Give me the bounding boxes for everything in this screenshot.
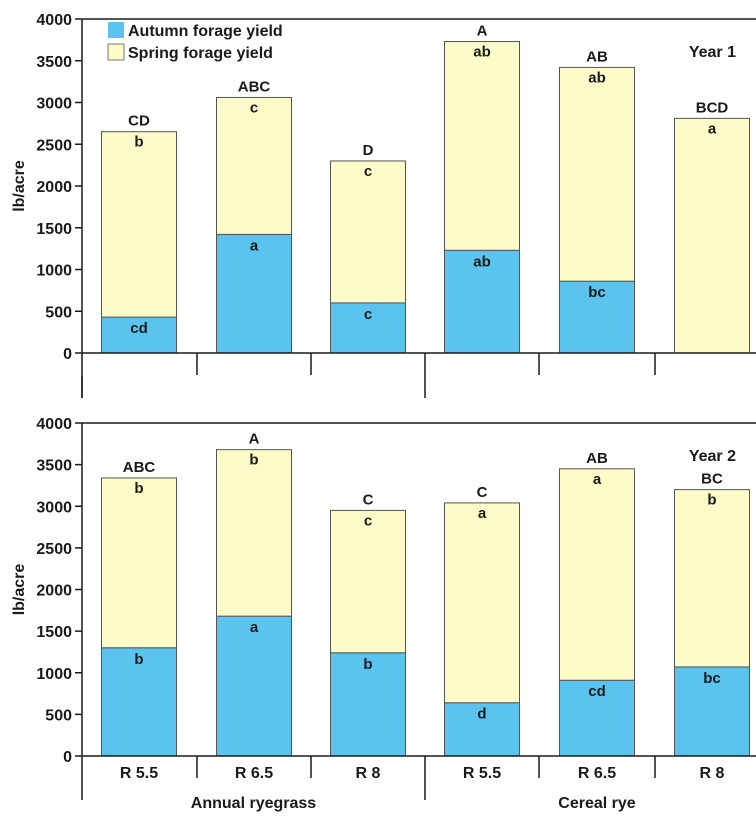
spring-significance-label: a (593, 471, 602, 488)
y-tick-label: 500 (45, 707, 72, 724)
bar-autumn (444, 249, 520, 354)
spring-significance-label: c (364, 163, 372, 180)
total-significance-label: BC (701, 471, 723, 488)
bar-autumn (101, 647, 177, 757)
total-significance-label: A (477, 23, 488, 40)
total-significance-label: ABC (238, 78, 271, 95)
bar-autumn (559, 280, 635, 354)
total-significance-label: D (363, 142, 374, 159)
y-tick-label: 500 (45, 304, 72, 321)
spring-significance-label: c (250, 99, 258, 116)
spring-significance-label: b (249, 452, 258, 469)
total-significance-label: C (477, 484, 488, 501)
spring-significance-label: ab (473, 44, 491, 61)
panel-title: Year 2 (689, 448, 736, 465)
total-significance-label: AB (586, 48, 608, 65)
x-tick-label: R 6.5 (578, 765, 616, 782)
y-tick-label: 3500 (36, 458, 72, 475)
y-tick-label: 0 (63, 749, 72, 766)
bar-spring (444, 502, 520, 704)
autumn-significance-label: a (250, 237, 259, 254)
group-label: Cereal rye (558, 795, 635, 812)
autumn-significance-label: bc (588, 284, 606, 301)
bar-spring (559, 468, 635, 681)
legend-swatch (108, 22, 124, 38)
bar-spring (330, 509, 406, 654)
y-tick-label: 3500 (36, 54, 72, 71)
legend-entry: Spring forage yield (128, 45, 273, 62)
y-tick-label: 2000 (36, 583, 72, 600)
total-significance-label: AB (586, 450, 608, 467)
y-tick-label: 2500 (36, 137, 72, 154)
y-tick-label: 4000 (36, 12, 72, 29)
group-label: Annual ryegrass (191, 795, 316, 812)
bar-spring (674, 489, 750, 668)
bar-autumn (674, 666, 750, 757)
bar-autumn (330, 652, 406, 757)
bar-spring (559, 66, 635, 282)
panel-2: 0 500 1000 1500 2000 2500 3000 3500 4000 lb/acre A… (11, 416, 756, 800)
total-significance-label: ABC (123, 459, 156, 476)
y-tick-label: 3000 (36, 499, 72, 516)
panel-title: Year 1 (689, 44, 736, 61)
spring-significance-label: b (134, 134, 143, 151)
y-tick-label: 1500 (36, 624, 72, 641)
total-significance-label: CD (128, 113, 150, 130)
panel-1: 0 500 1000 1500 2000 2500 3000 3500 4000 lb/acre C… (11, 12, 756, 398)
spring-significance-label: c (364, 512, 372, 529)
total-significance-label: A (249, 431, 260, 448)
y-tick-label: 4000 (36, 416, 72, 433)
total-significance-label: C (363, 491, 374, 508)
y-axis-label: lb/acre (11, 160, 28, 212)
x-tick-label: R 6.5 (235, 765, 273, 782)
total-significance-label: BCD (696, 99, 729, 116)
autumn-significance-label: b (363, 656, 372, 673)
autumn-significance-label: a (250, 619, 259, 636)
y-tick-label: 1000 (36, 666, 72, 683)
y-axis-label: lb/acre (11, 564, 28, 616)
autumn-significance-label: d (477, 706, 486, 723)
x-tick-label: R 5.5 (463, 765, 501, 782)
bar-autumn (216, 233, 292, 354)
spring-significance-label: a (478, 505, 487, 522)
spring-significance-label: b (707, 492, 716, 509)
y-tick-label: 2500 (36, 541, 72, 558)
bar-spring (444, 41, 520, 251)
bar-spring (101, 131, 177, 318)
bar-autumn (559, 679, 635, 757)
x-tick-label: R 8 (700, 765, 725, 782)
autumn-significance-label: ab (473, 253, 491, 270)
spring-significance-label: a (708, 120, 717, 137)
bar-spring (674, 117, 750, 354)
spring-significance-label: b (134, 480, 143, 497)
bar-spring (216, 449, 292, 617)
x-tick-label: R 5.5 (120, 765, 158, 782)
legend: Autumn forage yield Spring forage yield (107, 22, 283, 62)
x-tick-label: R 8 (356, 765, 381, 782)
autumn-significance-label: bc (703, 670, 721, 687)
legend-entry: Autumn forage yield (128, 23, 283, 40)
spring-significance-label: ab (588, 69, 606, 86)
bar-autumn (444, 702, 520, 757)
y-tick-label: 0 (63, 346, 72, 363)
y-tick-label: 1000 (36, 263, 72, 280)
bar-spring (330, 160, 406, 304)
bar-spring (216, 96, 292, 235)
y-tick-label: 1500 (36, 221, 72, 238)
y-tick-label: 3000 (36, 96, 72, 113)
bar-autumn (101, 316, 177, 354)
autumn-significance-label: cd (588, 683, 606, 700)
bar-autumn (216, 615, 292, 757)
bar-autumn (330, 302, 406, 354)
autumn-significance-label: c (364, 306, 372, 323)
autumn-significance-label: cd (130, 320, 148, 337)
autumn-significance-label: b (134, 651, 143, 668)
y-tick-label: 2000 (36, 179, 72, 196)
legend-swatch (107, 43, 125, 61)
bar-spring (101, 477, 177, 649)
